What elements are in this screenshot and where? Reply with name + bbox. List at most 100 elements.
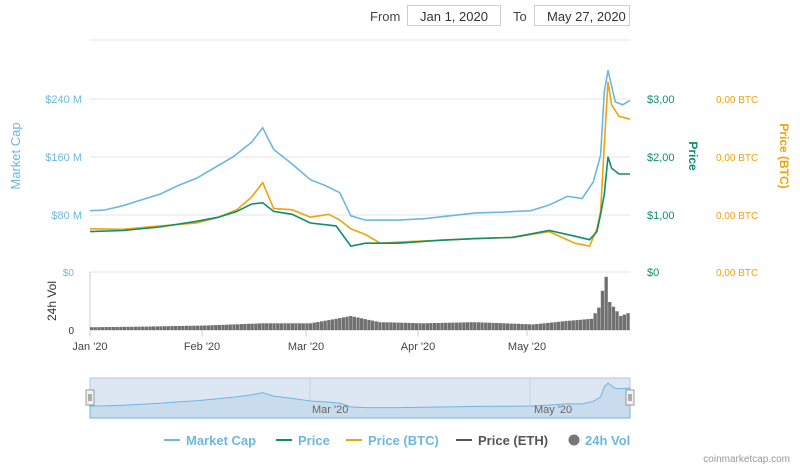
volume-bar [217, 325, 221, 330]
price-btc-line[interactable] [89, 81, 631, 248]
volume-bar [239, 324, 243, 330]
volume-bar [210, 325, 214, 330]
navigator-handle-right[interactable] [625, 389, 635, 406]
market-cap-line[interactable] [89, 70, 631, 221]
volume-bar [611, 306, 616, 330]
volume-bar [232, 324, 236, 330]
navigator[interactable]: Mar '20 May '20 [85, 377, 635, 419]
x-tick-label: May '20 [508, 341, 546, 353]
legend: Market Cap Price Price (BTC) Price (ETH)… [164, 433, 630, 448]
volume-bar [538, 323, 543, 330]
volume-bar [403, 322, 408, 330]
volume-bar [195, 325, 200, 330]
volume-bar [458, 322, 462, 330]
volume-bar [152, 326, 156, 330]
volume-bar [436, 323, 440, 330]
volume-bar [308, 323, 313, 330]
x-tick-label: Mar '20 [288, 341, 324, 353]
volume-bar [111, 327, 116, 330]
volume-bar [447, 322, 451, 330]
btc-axis-title: Price (BTC) [777, 123, 791, 188]
volume-bar [349, 316, 353, 330]
volume-bar [578, 319, 583, 330]
volume-bar [166, 326, 170, 330]
from-date-input[interactable]: Jan 1, 2020 [407, 5, 501, 26]
volume-bar [546, 322, 550, 330]
volume-bar [155, 326, 159, 330]
x-tick-label: Feb '20 [184, 341, 220, 353]
legend-label: Price (BTC) [368, 433, 439, 448]
volume-bar [520, 324, 524, 330]
source-credit[interactable]: coinmarketcap.com [703, 454, 790, 465]
volume-bar [568, 320, 572, 330]
volume-bar [163, 326, 167, 330]
price-tick: $1,00 [647, 210, 675, 222]
volume-bar [170, 326, 174, 330]
volume-bar [184, 325, 189, 330]
volume-bar [626, 313, 630, 330]
volume-bar [582, 319, 586, 330]
volume-bar [378, 322, 382, 330]
volume-bar [370, 320, 375, 330]
volume-bar [188, 325, 192, 330]
legend-label: 24h Vol [585, 433, 630, 448]
market-cap-axis-title: Market Cap [8, 122, 23, 189]
volume-bar [126, 326, 130, 330]
volume-bar [360, 318, 364, 330]
legend-item-market-cap[interactable]: Market Cap [164, 433, 256, 448]
volume-bar [600, 290, 605, 330]
volume-bar [305, 323, 309, 330]
volume-bar [173, 326, 178, 330]
volume-bar [509, 323, 513, 330]
volume-bar [265, 323, 269, 330]
price-line[interactable] [89, 156, 630, 247]
volume-bar [137, 326, 141, 330]
legend-label: Market Cap [186, 433, 256, 448]
legend-item-price-eth[interactable]: Price (ETH) [456, 433, 548, 448]
volume-bar [542, 323, 546, 330]
volume-bar [531, 324, 535, 330]
legend-item-price[interactable]: Price [276, 433, 330, 448]
legend-item-price-btc[interactable]: Price (BTC) [346, 433, 439, 448]
volume-bar [516, 323, 521, 330]
market-cap-tick: $80 M [51, 210, 82, 222]
volume-bar [203, 325, 207, 330]
volume-bar [177, 326, 181, 330]
volume-bar [115, 326, 119, 330]
volume-bar [487, 322, 491, 330]
volume-bar [235, 324, 240, 330]
to-label: To [513, 9, 527, 24]
volume-bar [381, 322, 386, 330]
chart-grid [89, 39, 630, 331]
volume-bar [451, 322, 455, 330]
volume-bar [345, 316, 349, 330]
volume-bar [440, 322, 444, 330]
volume-bar [604, 276, 608, 330]
volume-bar [392, 322, 397, 330]
legend-label: Price [298, 433, 330, 448]
volume-bar [484, 322, 488, 330]
volume-bar [104, 327, 108, 330]
volume-bar [338, 318, 342, 330]
volume-bar [356, 317, 360, 330]
volume-bar [385, 322, 389, 330]
legend-item-volume[interactable]: 24h Vol [568, 433, 631, 448]
volume-bar [214, 325, 218, 330]
volume-bar [557, 321, 561, 330]
volume-bar [330, 319, 335, 330]
volume-bar [535, 324, 539, 330]
volume-bar [476, 322, 481, 330]
volume-bar [206, 325, 211, 330]
navigator-handle-left[interactable] [85, 389, 95, 406]
volume-bar [254, 323, 258, 330]
volume-bar [148, 326, 152, 330]
volume-bar [130, 326, 134, 330]
to-date-input[interactable]: May 27, 2020 [534, 5, 630, 26]
volume-bar [564, 321, 568, 330]
volume-bar [433, 323, 437, 330]
volume-bar [586, 319, 590, 330]
volume-bar [144, 326, 148, 330]
volume-bar [290, 323, 294, 330]
volume-bar [589, 318, 594, 330]
